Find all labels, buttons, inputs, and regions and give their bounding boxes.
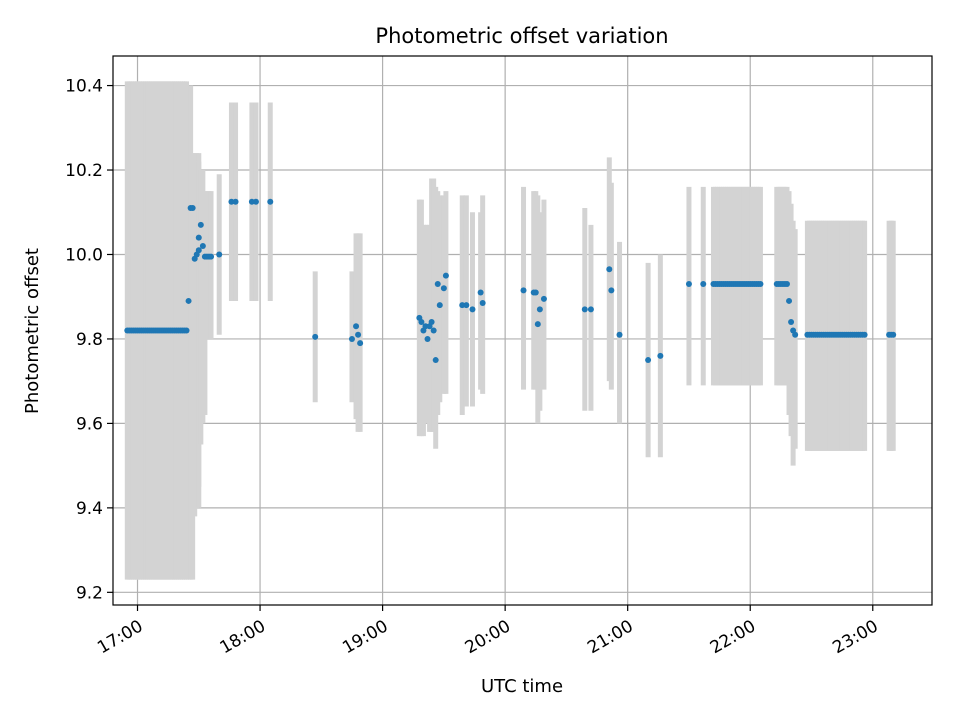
data-point (700, 281, 707, 288)
y-tick-label: 9.4 (76, 499, 103, 519)
x-axis-title: UTC time (481, 676, 563, 697)
data-point (685, 281, 692, 288)
data-point (430, 327, 437, 334)
data-point (645, 357, 652, 364)
data-point (436, 302, 443, 309)
data-point (183, 327, 190, 334)
data-point (616, 331, 623, 338)
y-tick-label: 9.2 (76, 583, 103, 603)
data-point (442, 272, 449, 279)
data-point (479, 300, 486, 307)
data-points (124, 198, 897, 364)
data-point (189, 205, 196, 212)
data-point (185, 297, 192, 304)
data-point (469, 306, 476, 313)
data-point (208, 253, 215, 260)
y-tick-label: 10.4 (65, 77, 103, 97)
data-point (197, 221, 204, 228)
data-point (657, 352, 664, 359)
data-point (353, 323, 360, 330)
data-point (199, 243, 206, 250)
data-point (581, 306, 588, 313)
data-point (434, 281, 441, 288)
data-point (792, 331, 799, 338)
data-point (440, 285, 447, 292)
data-point (540, 295, 547, 302)
data-point (783, 281, 790, 288)
data-point (520, 287, 527, 294)
data-point (216, 251, 223, 258)
y-tick-label: 9.6 (76, 414, 103, 434)
data-point (534, 321, 541, 328)
data-point (890, 331, 897, 338)
data-point (788, 319, 795, 326)
data-point (348, 335, 355, 342)
data-point (424, 335, 431, 342)
data-point (477, 289, 484, 296)
data-point (232, 198, 239, 205)
data-point (195, 234, 202, 241)
chart-title: Photometric offset variation (375, 24, 668, 48)
data-point (355, 331, 362, 338)
plot-frame (112, 55, 933, 606)
y-tick-label: 9.8 (76, 330, 103, 350)
data-point (786, 297, 793, 304)
data-point (463, 302, 470, 309)
data-point (536, 306, 543, 313)
data-point (267, 198, 274, 205)
data-point (312, 333, 319, 340)
data-point (587, 306, 594, 313)
data-point (608, 287, 615, 294)
data-point (428, 319, 435, 326)
data-point (606, 266, 613, 273)
data-point (861, 331, 868, 338)
data-point (532, 289, 539, 296)
data-point (418, 319, 425, 326)
data-point (195, 247, 202, 254)
data-point (357, 340, 364, 347)
data-point (252, 198, 259, 205)
y-tick-label: 10.0 (65, 245, 103, 265)
data-point (757, 281, 764, 288)
y-axis-title: Photometric offset (22, 248, 43, 414)
data-point (432, 357, 439, 364)
y-tick-label: 10.2 (65, 161, 103, 181)
